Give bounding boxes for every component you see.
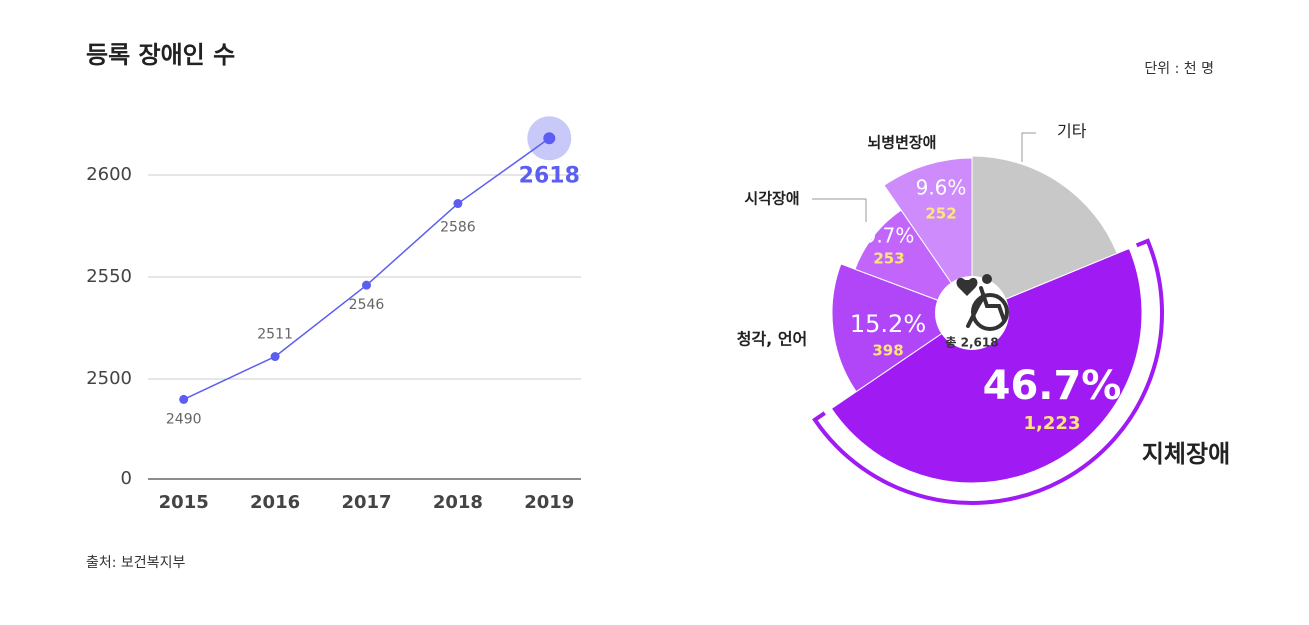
data-label: 2490 bbox=[166, 411, 202, 427]
pie-slice bbox=[883, 157, 973, 315]
x-tick-label: 2019 bbox=[524, 492, 574, 513]
icon bbox=[966, 286, 1006, 328]
data-label: 2618 bbox=[519, 163, 580, 188]
icon bbox=[982, 274, 992, 284]
count-label: 253 bbox=[873, 250, 904, 268]
value-label: 15.2% bbox=[850, 310, 926, 338]
pie-slice bbox=[971, 155, 1118, 314]
category-label: 시각장애 bbox=[744, 190, 799, 208]
point bbox=[362, 280, 371, 290]
line-chart: 0 2500 2550 2600 2015 2490 2016 2511 2017 2546 201… bbox=[86, 116, 581, 513]
unit: 단위 : 천 명 bbox=[1144, 61, 1214, 77]
line bbox=[183, 137, 550, 401]
point bbox=[543, 132, 556, 145]
point bbox=[270, 352, 280, 362]
x-tick-label: 2015 bbox=[159, 492, 209, 513]
value-label: 9.7% bbox=[864, 224, 915, 248]
leader-line bbox=[812, 198, 867, 222]
data-label: 2511 bbox=[257, 327, 293, 343]
value-label: 9.6% bbox=[916, 176, 967, 200]
category-label: 지체장애 bbox=[1142, 440, 1230, 468]
point bbox=[179, 394, 189, 404]
count-label: 1,223 bbox=[1024, 413, 1081, 434]
pie-slice bbox=[830, 247, 1143, 484]
icon bbox=[956, 277, 978, 296]
x-tick-label: 2016 bbox=[250, 492, 300, 513]
point bbox=[453, 199, 463, 209]
y-tick-label: 2500 bbox=[86, 368, 132, 389]
leader-line bbox=[1021, 132, 1036, 162]
pie-slice bbox=[854, 209, 974, 315]
y-tick-label: 2550 bbox=[86, 266, 132, 287]
x-tick-label: 2018 bbox=[433, 492, 483, 513]
pie-slice bbox=[831, 263, 974, 393]
y-tick-label: 2600 bbox=[86, 164, 132, 185]
source: 출처: 보건복지부 bbox=[86, 555, 185, 571]
data-label: 2586 bbox=[440, 220, 476, 236]
category-label: 뇌병변장애 bbox=[867, 134, 936, 152]
value-label: 46.7% bbox=[983, 363, 1122, 409]
count-label: 252 bbox=[925, 205, 956, 223]
count-label: 398 bbox=[872, 342, 903, 360]
category-label: 청각, 언어 bbox=[737, 330, 808, 349]
y-tick-label: 0 bbox=[121, 468, 132, 489]
total-label: 총 2,618 bbox=[945, 335, 998, 350]
bracket bbox=[812, 238, 1164, 505]
x-tick-label: 2017 bbox=[341, 492, 391, 513]
chart-title: 등록 장애인 수 bbox=[86, 41, 235, 69]
category-label: 기타 bbox=[1057, 122, 1087, 141]
pie-chart: 총 2,618 46.7% 1,223 15.2% 398 9.7% 253 9.6% 252 기… bbox=[737, 122, 1230, 505]
data-label: 2546 bbox=[349, 297, 385, 313]
